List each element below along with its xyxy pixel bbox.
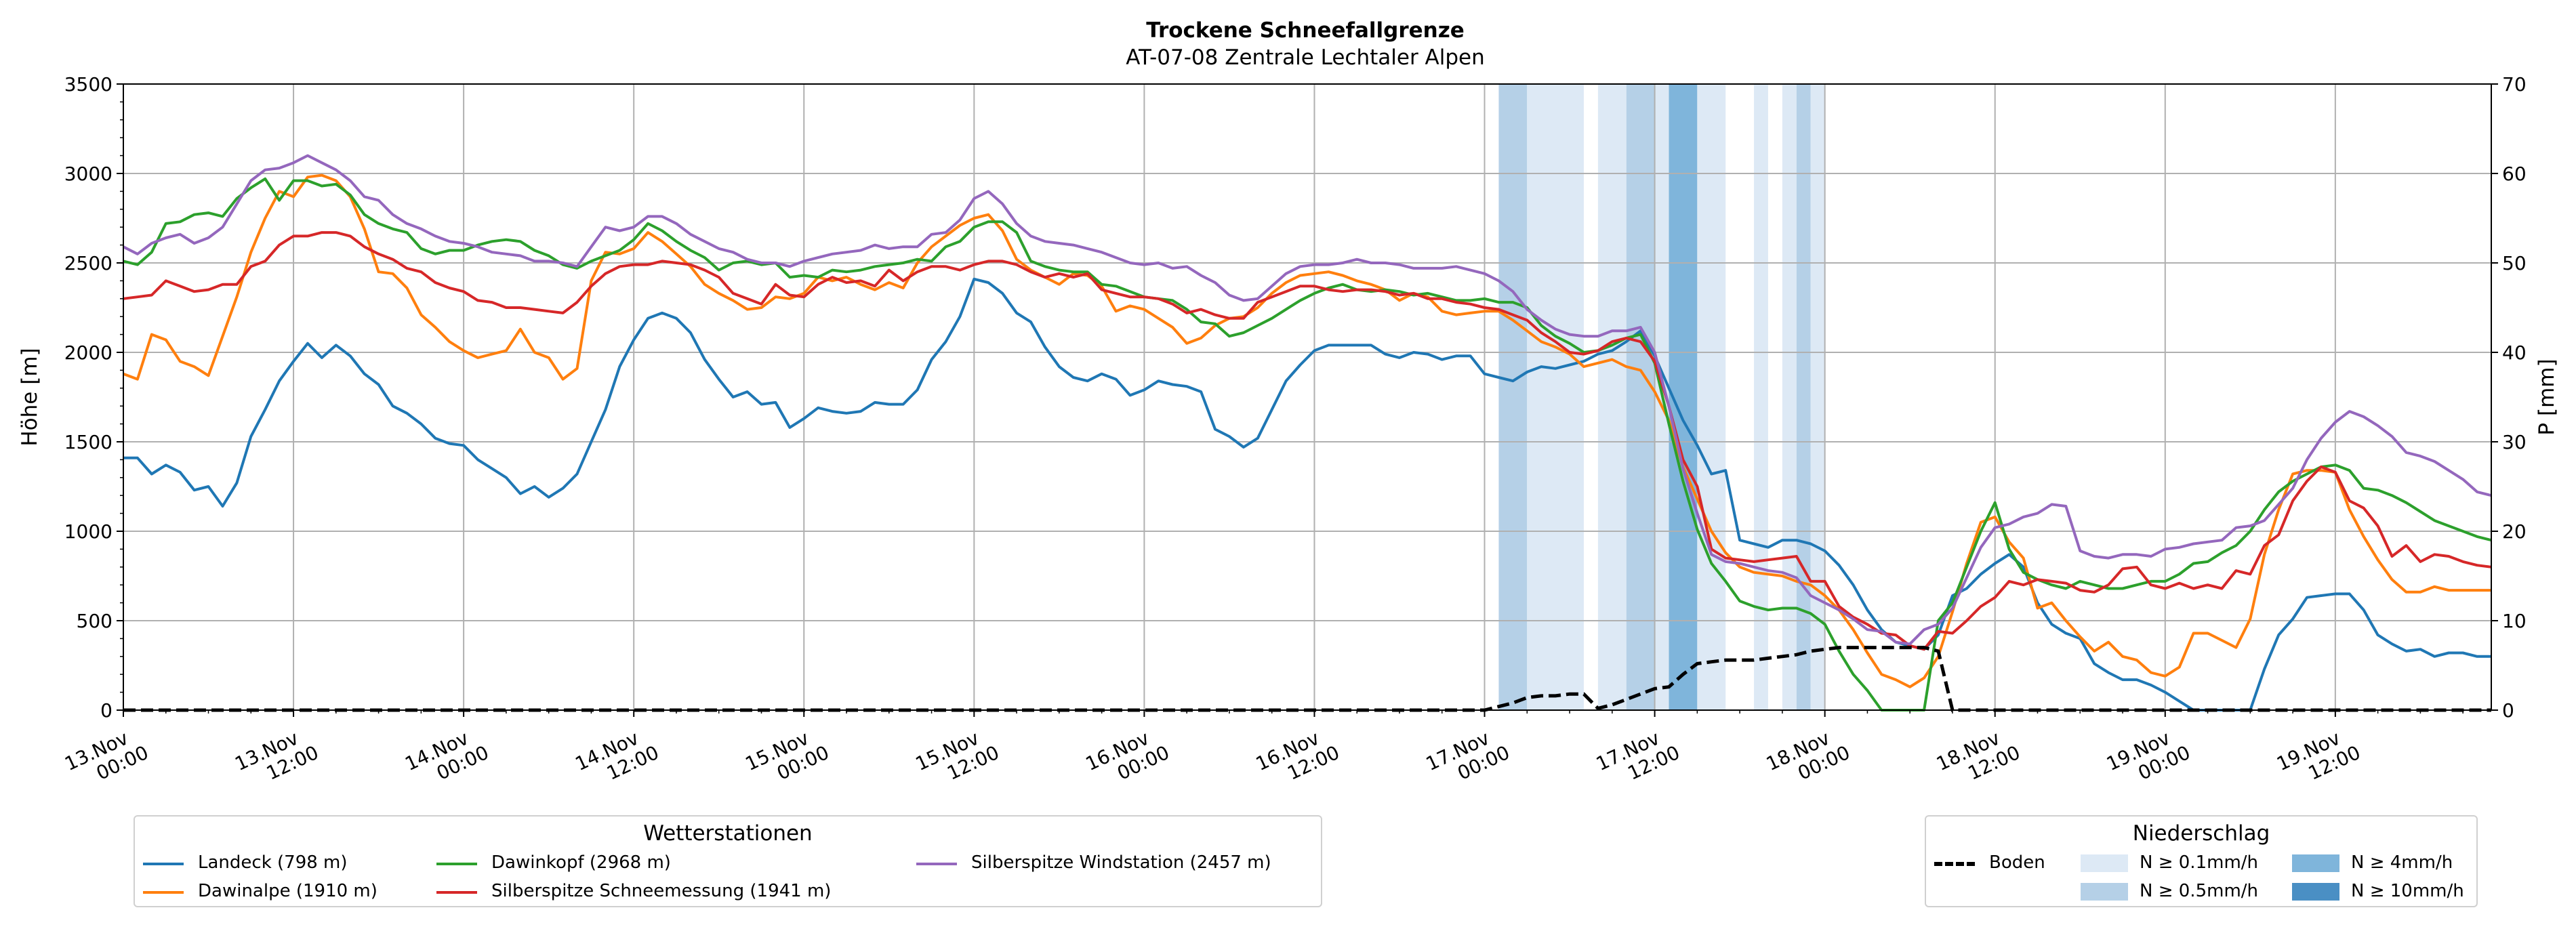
xtick-label-11: 18.Nov12:00 — [1933, 722, 2024, 795]
grid — [123, 83, 2491, 711]
precip-band-0 — [1498, 84, 1528, 710]
xtick-label-1: 13.Nov12:00 — [231, 722, 322, 795]
ytick-right-label-2: 20 — [2502, 520, 2527, 543]
legend-precip: Niederschlag Boden N ≥ 0.1mm/h N ≥ 0.5mm… — [1925, 815, 2478, 907]
xtick-label-10: 18.Nov00:00 — [1763, 722, 1854, 795]
legend-item-dawinkopf: Dawinkopf (2968 m) — [491, 852, 671, 873]
series-line-2 — [123, 177, 2492, 711]
legend-swatch-schneemessung — [436, 891, 477, 894]
ytick-right-label-1: 10 — [2502, 610, 2527, 632]
legend-stations: Wetterstationen Landeck (798 m) Dawinalp… — [134, 815, 1322, 907]
precipitation-bands — [1498, 84, 1825, 710]
legend-swatch-n10 — [2292, 883, 2339, 901]
legend-swatch-n01 — [2081, 854, 2128, 872]
ytick-label-1: 500 — [77, 610, 113, 632]
legend-precip-title: Niederschlag — [2132, 821, 2270, 846]
legend-swatch-dawinkopf — [436, 863, 477, 865]
ytick-right-label-3: 30 — [2502, 431, 2527, 453]
ytick-right-label-4: 40 — [2502, 342, 2527, 364]
ytick-right-label-0: 0 — [2502, 699, 2514, 722]
xtick-label-0: 13.Nov00:00 — [61, 722, 152, 795]
xtick-label-6: 16.Nov00:00 — [1082, 722, 1173, 795]
xtick-label-5: 15.Nov12:00 — [912, 722, 1003, 795]
legend-item-landeck: Landeck (798 m) — [198, 852, 348, 873]
series-line-3 — [123, 231, 2492, 651]
xtick-label-12: 19.Nov00:00 — [2103, 722, 2194, 795]
precip-band-7 — [1754, 84, 1768, 710]
xtick-label-7: 16.Nov12:00 — [1252, 722, 1343, 795]
precip-band-1 — [1527, 84, 1584, 710]
ytick-right-label-5: 50 — [2502, 252, 2527, 274]
ytick-label-7: 3500 — [64, 73, 113, 96]
xtick-label-8: 17.Nov00:00 — [1423, 722, 1513, 795]
legend-stations-title: Wetterstationen — [643, 821, 813, 846]
legend-item-windstation: Silberspitze Windstation (2457 m) — [971, 852, 1271, 873]
series-line-4 — [123, 154, 2492, 646]
plot-frame — [123, 83, 2492, 711]
ytick-label-3: 1500 — [64, 431, 113, 453]
ytick-label-5: 2500 — [64, 252, 113, 274]
precip-band-6 — [1697, 84, 1726, 710]
legend-item-dawinalpe: Dawinalpe (1910 m) — [198, 881, 377, 901]
precip-band-2 — [1597, 84, 1627, 710]
y-ticks-right: 0 10 20 30 40 50 60 70 — [2491, 73, 2527, 722]
x-ticks: 13.Nov00:00 13.Nov12:00 14.Nov00:00 14.Nov1… — [61, 710, 2463, 795]
xtick-label-9: 17.Nov12:00 — [1593, 722, 1683, 795]
ytick-label-4: 2000 — [64, 342, 113, 364]
legend-item-schneemessung: Silberspitze Schneemessung (1941 m) — [491, 881, 832, 901]
legend-swatch-dawinalpe — [143, 891, 184, 894]
legend-swatch-n4 — [2292, 854, 2339, 872]
legend-swatch-n05 — [2081, 883, 2128, 901]
chart-subtitle: AT-07-08 Zentrale Lechtaler Alpen — [1126, 45, 1485, 70]
legend-item-n4: N ≥ 4mm/h — [2351, 852, 2453, 873]
y-axis-label: Höhe [m] — [18, 348, 42, 446]
y-axis-label-right: P [mm] — [2535, 358, 2559, 435]
precip-band-9 — [1796, 84, 1811, 710]
legend-item-n05: N ≥ 0.5mm/h — [2140, 881, 2259, 901]
series-line-0 — [123, 277, 2491, 711]
xtick-label-13: 19.Nov12:00 — [2273, 722, 2364, 795]
legend-swatch-boden — [1934, 862, 1975, 866]
ytick-label-6: 3000 — [64, 163, 113, 185]
legend-swatch-landeck — [143, 863, 184, 865]
xtick-label-3: 14.Nov12:00 — [572, 722, 663, 795]
ytick-right-label-7: 70 — [2502, 73, 2527, 96]
boden-line — [123, 646, 2491, 712]
legend-swatch-windstation — [916, 863, 957, 865]
xtick-label-4: 15.Nov00:00 — [742, 722, 833, 795]
ytick-label-0: 0 — [100, 699, 113, 722]
precip-band-3 — [1626, 84, 1655, 710]
legend-item-boden: Boden — [1989, 852, 2045, 873]
precip-band-10 — [1810, 84, 1825, 710]
legend-item-n01: N ≥ 0.1mm/h — [2140, 852, 2259, 873]
legend-item-n10: N ≥ 10mm/h — [2351, 881, 2464, 901]
series-line-1 — [123, 173, 2491, 688]
precip-band-8 — [1782, 84, 1797, 710]
ytick-right-label-6: 60 — [2502, 163, 2527, 185]
xtick-label-2: 14.Nov00:00 — [402, 722, 493, 795]
ytick-label-2: 1000 — [64, 520, 113, 543]
chart-title: Trockene Schneefallgrenze — [1146, 18, 1465, 43]
y-ticks: 0 500 1000 1500 2000 2500 3000 3500 — [64, 73, 123, 722]
series-lines — [123, 154, 2492, 712]
